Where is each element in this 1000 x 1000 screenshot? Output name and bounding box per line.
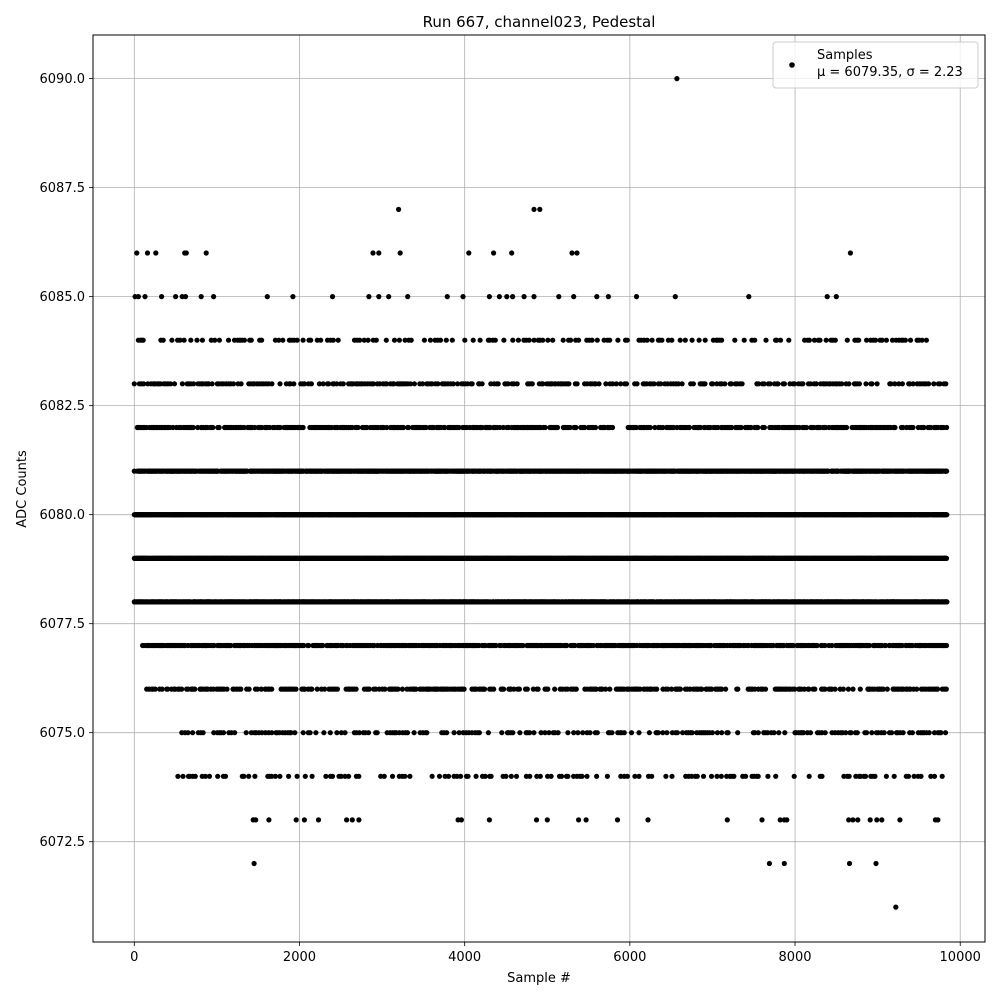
data-point bbox=[943, 555, 950, 561]
data-points bbox=[131, 76, 950, 910]
data-point bbox=[944, 512, 950, 518]
